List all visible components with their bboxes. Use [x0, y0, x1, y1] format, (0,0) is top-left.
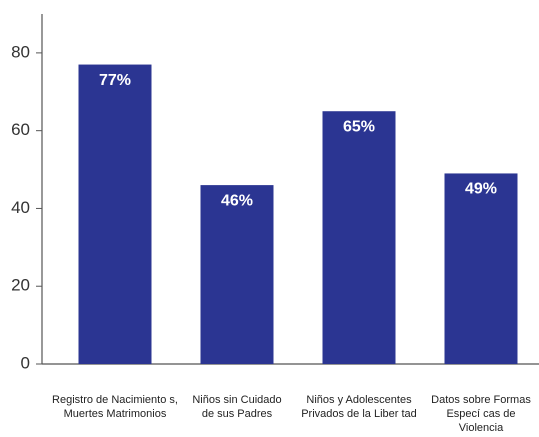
- value-label: 46%: [221, 192, 253, 209]
- x-tick-label: Datos sobre Formas: [431, 394, 531, 406]
- value-label: 49%: [465, 181, 497, 198]
- value-label: 77%: [99, 72, 131, 89]
- x-tick-label: Especí cas de: [446, 408, 515, 420]
- x-tick-label: Violencia: [459, 422, 504, 434]
- x-tick-label: Registro de Nacimiento s,: [52, 394, 178, 406]
- x-tick-label: Privados de la Liber tad: [301, 408, 417, 420]
- bar: [78, 64, 152, 365]
- y-tick-label: 20: [11, 276, 30, 295]
- x-tick-label: Niños sin Cuidado: [192, 394, 281, 406]
- bar: [322, 111, 396, 364]
- x-tick-label: de sus Padres: [202, 408, 273, 420]
- bar: [444, 173, 518, 364]
- y-tick-label: 40: [11, 198, 30, 217]
- y-tick-label: 60: [11, 120, 30, 139]
- value-label: 65%: [343, 118, 375, 135]
- x-tick-label: Niños y Adolescentes: [306, 394, 412, 406]
- y-tick-label: 0: [21, 353, 30, 372]
- bar: [200, 185, 274, 364]
- x-tick-label: Muertes Matrimonios: [64, 408, 167, 420]
- y-tick-label: 80: [11, 42, 30, 61]
